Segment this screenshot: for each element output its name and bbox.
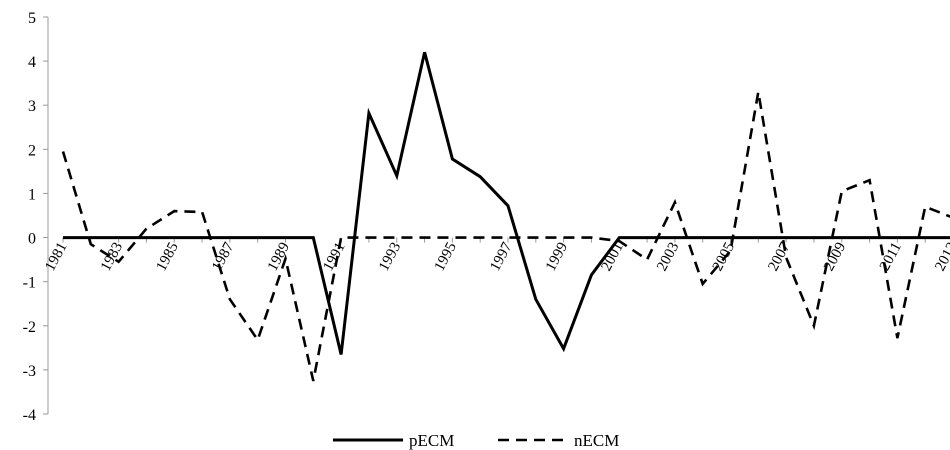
x-tick-label: 1997	[487, 239, 515, 273]
y-tick-label: 0	[28, 231, 36, 248]
y-tick-label: 3	[28, 98, 36, 115]
x-tick-label: 2007	[765, 239, 793, 273]
x-tick-label: 1999	[543, 240, 571, 274]
y-tick-label: 1	[28, 186, 36, 203]
x-tick-label: 2003	[654, 240, 682, 274]
x-tick-label: 1991	[320, 240, 348, 274]
y-tick-label: -1	[23, 275, 36, 292]
legend-label-pecm: pECM	[409, 431, 454, 450]
y-tick-label: 4	[28, 54, 36, 71]
y-axis-ticks: 5 4 3 2 1 0 -1 -2 -3 -4	[23, 10, 48, 424]
x-tick-label: 1995	[432, 240, 460, 274]
x-tick-label: 1993	[376, 240, 404, 274]
x-axis-ticks: 1981 1983 1985 1987 1989 1991 1993 1995 1997 1999…	[42, 237, 950, 274]
x-tick-label: 1985	[154, 240, 182, 274]
series-line-pecm	[63, 51, 950, 355]
chart-series	[61, 51, 950, 382]
y-tick-label: -4	[23, 407, 36, 424]
y-tick-label: -3	[23, 363, 36, 380]
y-tick-label: 2	[28, 142, 36, 159]
x-tick-label: 1981	[42, 240, 70, 274]
y-tick-label: 5	[28, 10, 36, 27]
x-tick-label: 1987	[209, 239, 237, 273]
legend-label-necm: nECM	[574, 431, 619, 450]
x-tick-label: 2013	[932, 240, 950, 274]
legend: pECM nECM	[333, 431, 619, 450]
y-tick-label: -2	[23, 319, 36, 336]
